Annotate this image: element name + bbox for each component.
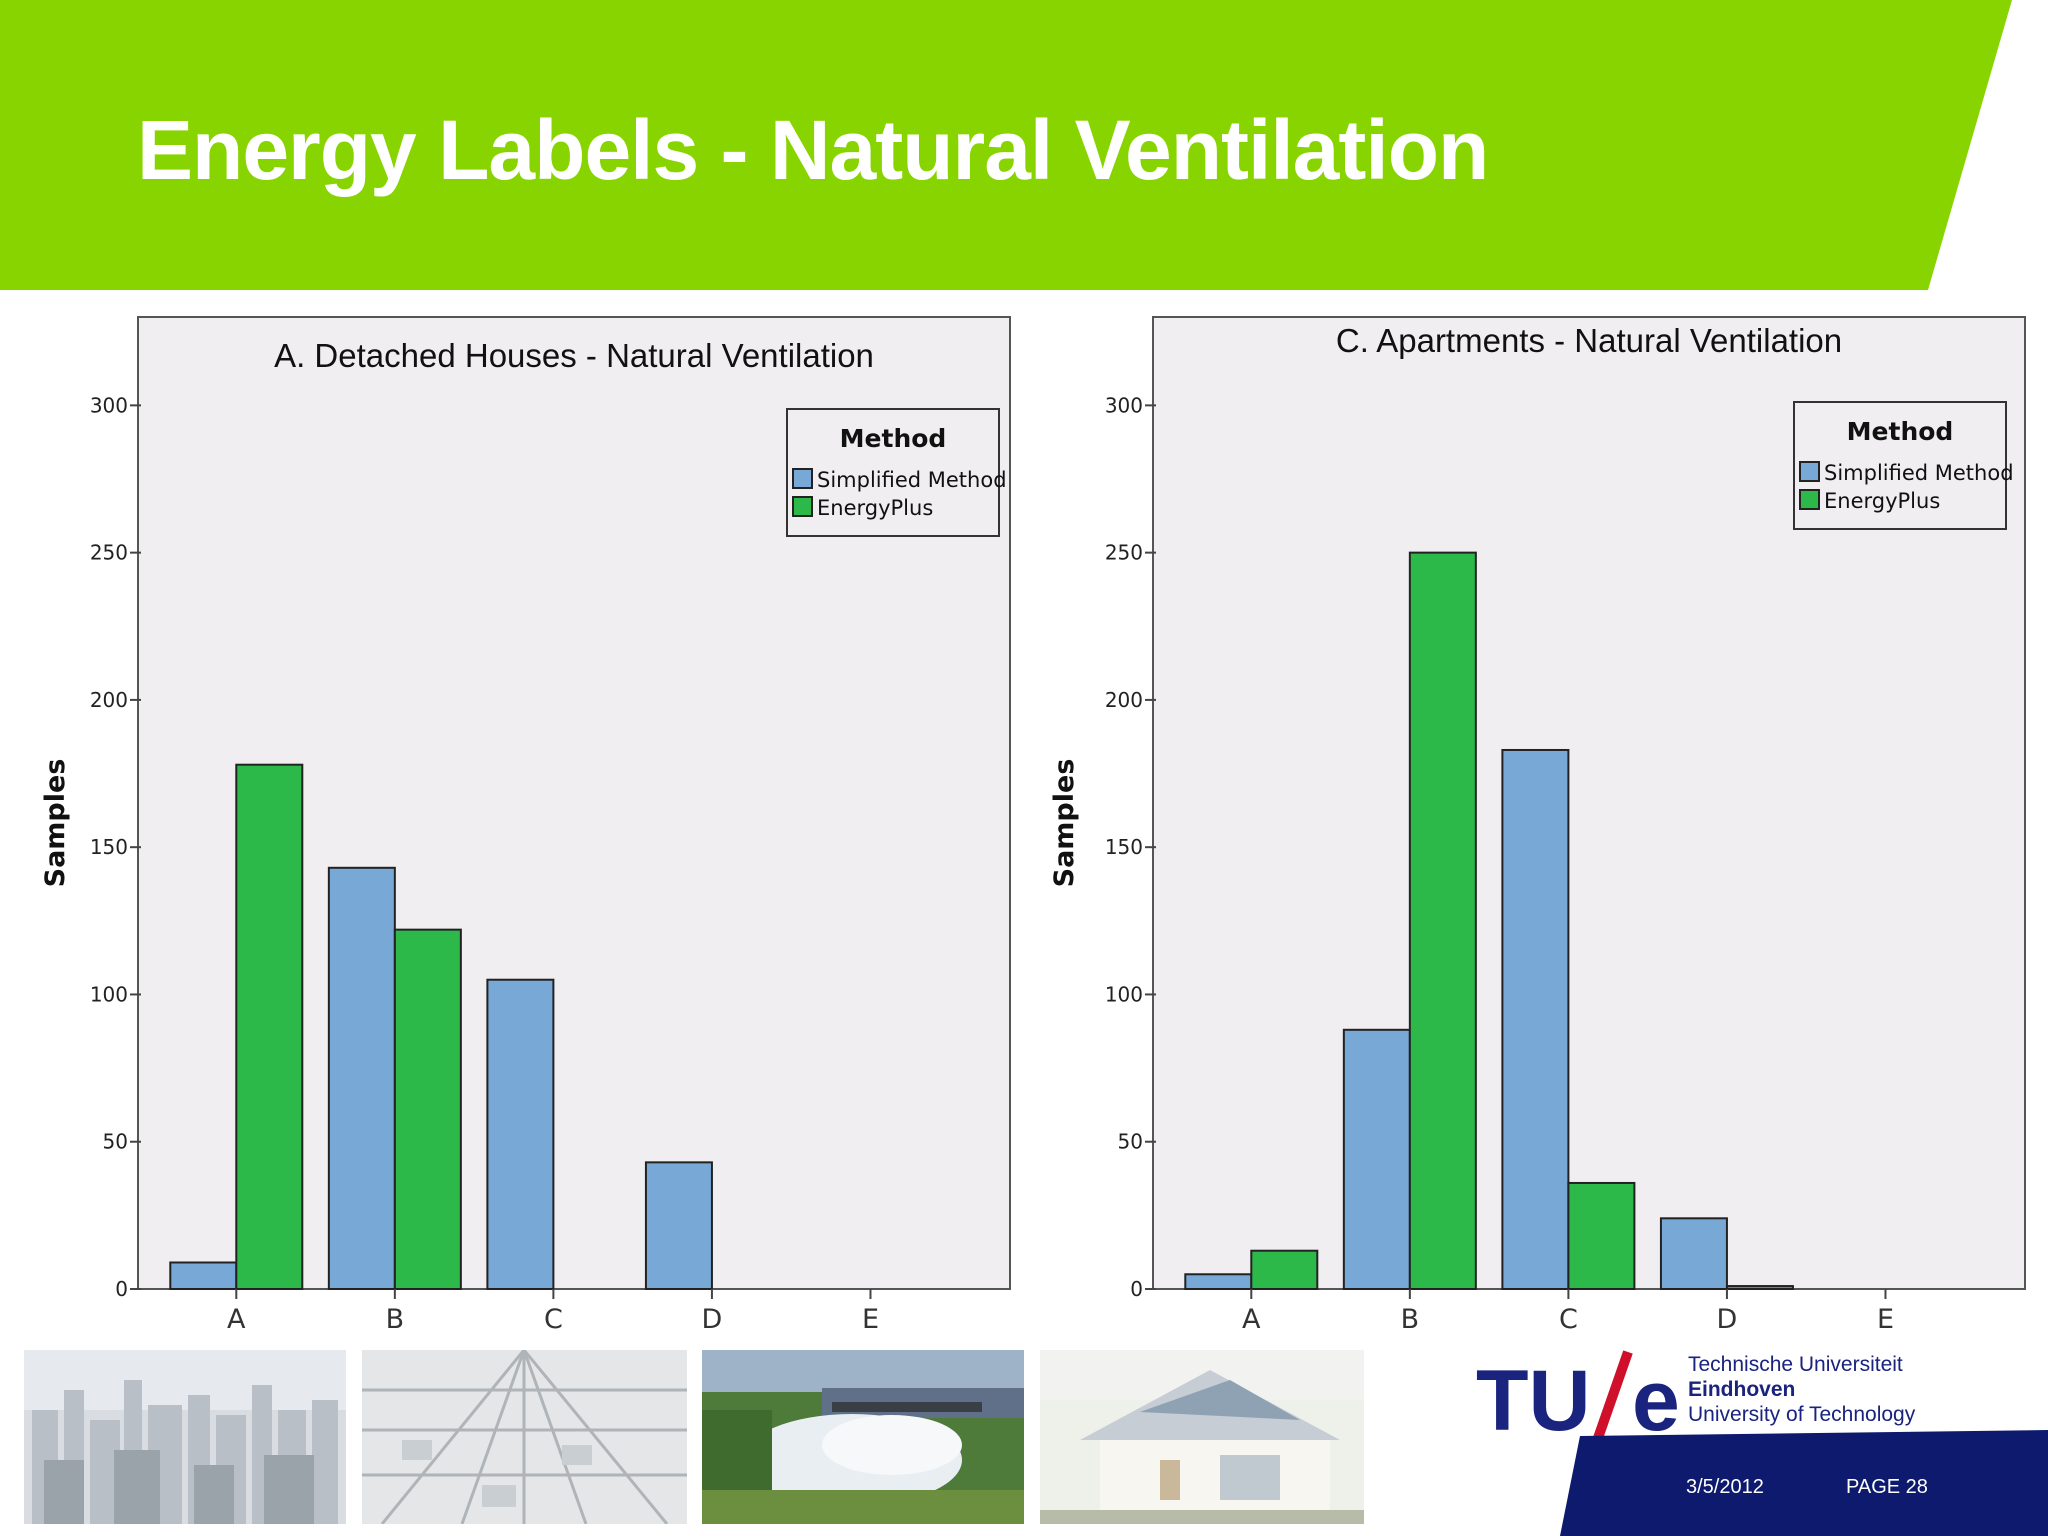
y-tick-label: 300 [90, 393, 128, 417]
bar-energyplus-C [1567, 1181, 1636, 1290]
y-tick-label: 250 [90, 541, 128, 565]
bar-energyplus-D [1725, 1285, 1794, 1291]
x-tick-label: A [227, 1304, 246, 1335]
y-tick-label: 50 [103, 1130, 128, 1154]
dam-waterfall-photo [702, 1350, 1024, 1524]
bar-energyplus-B [1408, 551, 1477, 1291]
y-tick-label: 200 [1105, 688, 1143, 712]
tue-logo-line2: Eindhoven [1688, 1378, 1795, 1401]
x-tick-label: E [1877, 1304, 1894, 1335]
x-tick-label: D [1717, 1304, 1738, 1335]
bar-energyplus-A [235, 763, 304, 1290]
x-tick-label: C [544, 1304, 563, 1335]
bar-simplified-method-D [1659, 1217, 1728, 1290]
tue-logo: TU e Technische Universiteit Eindhoven U… [1476, 1350, 1916, 1449]
y-tick-label: 50 [1118, 1130, 1143, 1154]
legend-box [786, 408, 1000, 537]
x-tick-label: C [1559, 1304, 1578, 1335]
bar-simplified-method-B [1342, 1028, 1411, 1290]
chart-title: A. Detached Houses - Natural Ventilation [274, 337, 874, 374]
bar-simplified-method-C [1501, 748, 1570, 1290]
bar-simplified-method-A [1184, 1273, 1253, 1290]
slide-title: Energy Labels - Natural Ventilation [137, 103, 1489, 197]
y-axis-title: Samples [40, 759, 71, 888]
page-number: PAGE 28 [1846, 1476, 1928, 1498]
header-band [0, 0, 2012, 290]
bar-simplified-method-B [327, 866, 396, 1290]
x-tick-label: D [702, 1304, 723, 1335]
legend-label-simplified-method: Simplified Method [817, 468, 1007, 492]
header-band-shape [0, 0, 2012, 290]
y-tick-label: 150 [90, 835, 128, 859]
legend-title: Method [840, 424, 947, 453]
chart-detached-houses: A. Detached Houses - Natural Ventilation… [40, 316, 1011, 1335]
legend-label-energyplus: EnergyPlus [1824, 489, 1940, 513]
bar-simplified-method-A [169, 1261, 238, 1290]
x-tick-label: E [862, 1304, 879, 1335]
legend-label-simplified-method: Simplified Method [1824, 461, 2014, 485]
legend-title: Method [1847, 417, 1954, 446]
chart-title: C. Apartments - Natural Ventilation [1336, 322, 1842, 359]
bar-simplified-method-D [644, 1161, 713, 1291]
tue-logo-line3: University of Technology [1688, 1403, 1916, 1426]
slide-date: 3/5/2012 [1686, 1476, 1764, 1498]
bar-energyplus-A [1250, 1249, 1319, 1291]
legend-swatch-energyplus [1799, 489, 1820, 510]
city-skyline-photo [24, 1350, 346, 1524]
greenhouse-roof-photo [362, 1350, 687, 1524]
tue-logo-slash [1593, 1350, 1633, 1440]
y-tick-label: 0 [1130, 1277, 1143, 1301]
legend-swatch-simplified-method [1799, 461, 1820, 482]
x-tick-label: A [1242, 1304, 1261, 1335]
legend-swatch-energyplus [792, 496, 813, 517]
y-tick-label: 0 [115, 1277, 128, 1301]
footer-band [1560, 1430, 2048, 1536]
y-tick-label: 300 [1105, 393, 1143, 417]
legend-box [1793, 401, 2007, 530]
bar-simplified-method-C [486, 978, 555, 1291]
solar-house-photo [1040, 1350, 1364, 1524]
x-tick-label: B [386, 1304, 405, 1335]
y-axis-title: Samples [1049, 759, 1080, 888]
y-tick-label: 200 [90, 688, 128, 712]
chart-apartments: C. Apartments - Natural Ventilation 0 50 10… [1049, 316, 2026, 1335]
tue-logo-line1: Technische Universiteit [1688, 1353, 1903, 1376]
tue-logo-mark-e: e [1632, 1353, 1680, 1449]
y-tick-label: 250 [1105, 541, 1143, 565]
legend-swatch-simplified-method [792, 468, 813, 489]
y-tick-label: 150 [1105, 835, 1143, 859]
y-tick-label: 100 [90, 982, 128, 1006]
footer-band-shape [1560, 1430, 2048, 1536]
y-tick-label: 100 [1105, 982, 1143, 1006]
x-tick-label: B [1401, 1304, 1420, 1335]
tue-logo-mark-tu: TU [1476, 1353, 1591, 1449]
legend-label-energyplus: EnergyPlus [817, 496, 933, 520]
bar-energyplus-B [393, 928, 462, 1290]
